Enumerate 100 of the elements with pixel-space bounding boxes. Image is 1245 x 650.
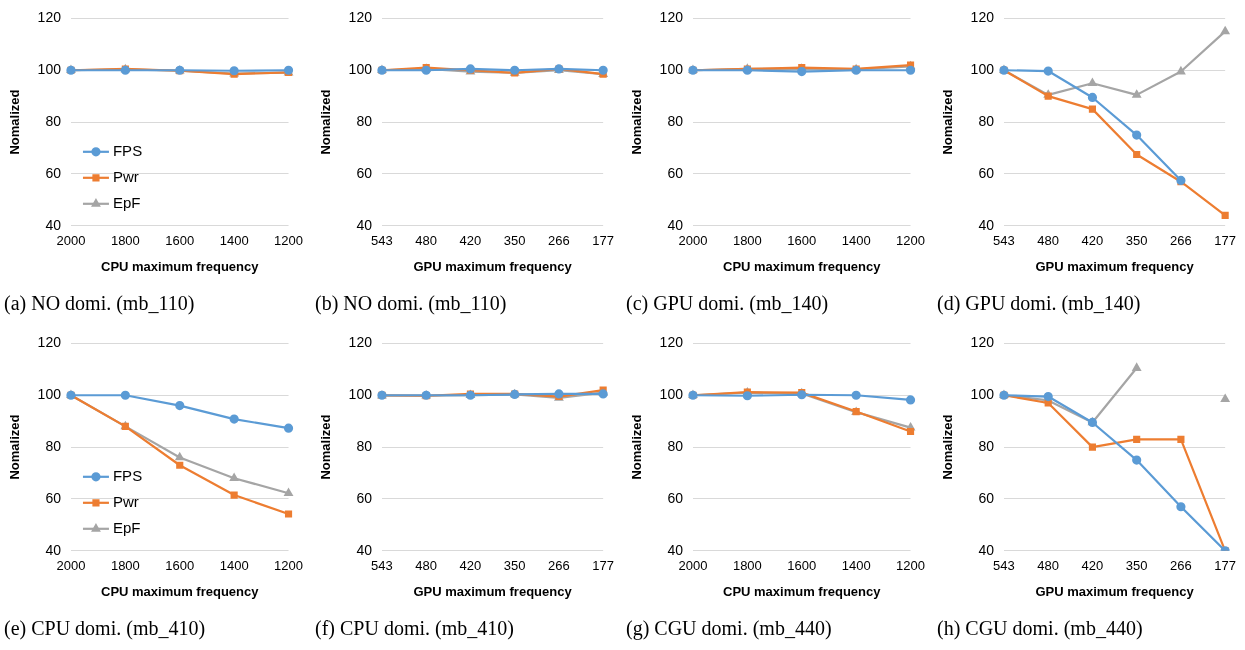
x-tick-label: 350 (1125, 233, 1148, 249)
y-tick-label: 40 (356, 541, 373, 558)
x-tick-label: 1800 (110, 558, 140, 574)
x-tick-label: 177 (1214, 233, 1237, 249)
y-tick-label: 40 (667, 541, 684, 558)
y-tick-label: 60 (978, 164, 995, 181)
x-axis-title: CPU maximum frequency (723, 583, 882, 599)
legend-label: Pwr (112, 492, 139, 510)
y-tick-label: 60 (667, 164, 684, 181)
y-tick-label: 100 (970, 386, 995, 403)
x-tick-label: 1800 (732, 233, 762, 249)
legend-label: FPS (112, 466, 143, 484)
y-tick-label: 80 (978, 437, 995, 454)
x-tick-label: 420 (1081, 233, 1104, 249)
y-axis-title: Nomalized (7, 414, 23, 480)
y-tick-label: 120 (970, 9, 995, 26)
y-tick-label: 40 (356, 216, 373, 233)
y-tick-label: 80 (356, 112, 373, 129)
x-tick-label: 2000 (56, 558, 86, 574)
text: (b) NO domi. (mb_110) (315, 292, 507, 316)
x-tick-label: 177 (592, 558, 615, 574)
x-axis-title: GPU maximum frequency (413, 583, 573, 599)
y-tick-label: 40 (978, 541, 995, 558)
x-axis-title: CPU maximum frequency (101, 583, 260, 599)
x-axis-title: GPU maximum frequency (1035, 583, 1195, 599)
y-tick-label: 60 (978, 489, 995, 506)
x-tick-label: 420 (459, 558, 482, 574)
y-axis-title: Nomalized (7, 89, 23, 155)
x-tick-label: 1600 (165, 233, 195, 249)
text: (h) CGU domi. (mb_440) (937, 617, 1143, 641)
y-tick-label: 100 (348, 386, 373, 403)
y-tick-label: 80 (356, 437, 373, 454)
y-tick-label: 120 (37, 334, 62, 351)
x-tick-label: 2000 (678, 233, 708, 249)
y-axis-title: Nomalized (318, 414, 334, 480)
y-tick-label: 100 (970, 61, 995, 78)
x-axis-title: CPU maximum frequency (723, 258, 882, 274)
y-tick-label: 100 (659, 61, 684, 78)
y-tick-label: 60 (356, 164, 373, 181)
y-tick-label: 60 (45, 164, 62, 181)
x-tick-label: 1200 (896, 558, 925, 574)
x-tick-label: 420 (1081, 558, 1104, 574)
y-tick-label: 40 (978, 216, 995, 233)
y-tick-label: 120 (970, 334, 995, 351)
y-tick-label: 120 (37, 9, 62, 26)
text: (d) GPU domi. (mb_140) (937, 292, 1141, 316)
y-tick-label: 80 (45, 437, 62, 454)
y-tick-label: 60 (356, 489, 373, 506)
x-tick-label: 480 (415, 233, 438, 249)
y-tick-label: 120 (348, 9, 373, 26)
text: (e) CPU domi. (mb_410) (4, 617, 206, 641)
text: (a) NO domi. (mb_110) (4, 292, 195, 316)
x-tick-label: 1600 (787, 558, 817, 574)
x-tick-label: 177 (1214, 558, 1237, 574)
y-tick-label: 120 (348, 334, 373, 351)
legend-label: FPS (112, 141, 143, 159)
x-tick-label: 480 (1037, 558, 1060, 574)
x-axis-title: GPU maximum frequency (1035, 258, 1195, 274)
y-tick-label: 40 (45, 541, 62, 558)
y-tick-label: 120 (659, 334, 684, 351)
y-axis-title: Nomalized (940, 414, 956, 480)
x-tick-label: 420 (459, 233, 482, 249)
x-tick-label: 266 (548, 558, 570, 574)
x-tick-label: 266 (1170, 233, 1192, 249)
y-tick-label: 100 (659, 386, 684, 403)
x-tick-label: 1400 (219, 558, 249, 574)
x-tick-label: 1200 (274, 558, 303, 574)
text: (g) CGU domi. (mb_440) (626, 617, 832, 641)
x-tick-label: 1800 (732, 558, 762, 574)
x-tick-label: 543 (371, 558, 393, 574)
y-tick-label: 100 (37, 61, 62, 78)
x-axis-title: GPU maximum frequency (413, 258, 573, 274)
y-tick-label: 40 (45, 216, 62, 233)
x-tick-label: 1800 (110, 233, 140, 249)
y-tick-label: 80 (45, 112, 62, 129)
y-tick-label: 80 (978, 112, 995, 129)
x-tick-label: 480 (415, 558, 438, 574)
x-tick-label: 543 (993, 558, 1015, 574)
y-axis-title: Nomalized (940, 89, 956, 155)
legend-label: EpF (112, 518, 141, 536)
y-tick-label: 80 (667, 112, 684, 129)
x-tick-label: 1400 (219, 233, 249, 249)
text: (c) GPU domi. (mb_140) (626, 292, 829, 316)
x-tick-label: 1200 (896, 233, 925, 249)
x-tick-label: 177 (592, 233, 615, 249)
x-tick-label: 266 (1170, 558, 1192, 574)
x-tick-label: 1400 (841, 233, 871, 249)
y-tick-label: 120 (659, 9, 684, 26)
x-tick-label: 350 (503, 558, 526, 574)
y-axis-title: Nomalized (629, 414, 645, 480)
x-tick-label: 543 (371, 233, 393, 249)
x-tick-label: 350 (1125, 558, 1148, 574)
x-tick-label: 1600 (787, 233, 817, 249)
x-tick-label: 350 (503, 233, 526, 249)
y-tick-label: 40 (667, 216, 684, 233)
y-axis-title: Nomalized (629, 89, 645, 155)
x-tick-label: 1400 (841, 558, 871, 574)
legend-label: Pwr (112, 167, 139, 185)
y-tick-label: 100 (348, 61, 373, 78)
y-tick-label: 60 (45, 489, 62, 506)
